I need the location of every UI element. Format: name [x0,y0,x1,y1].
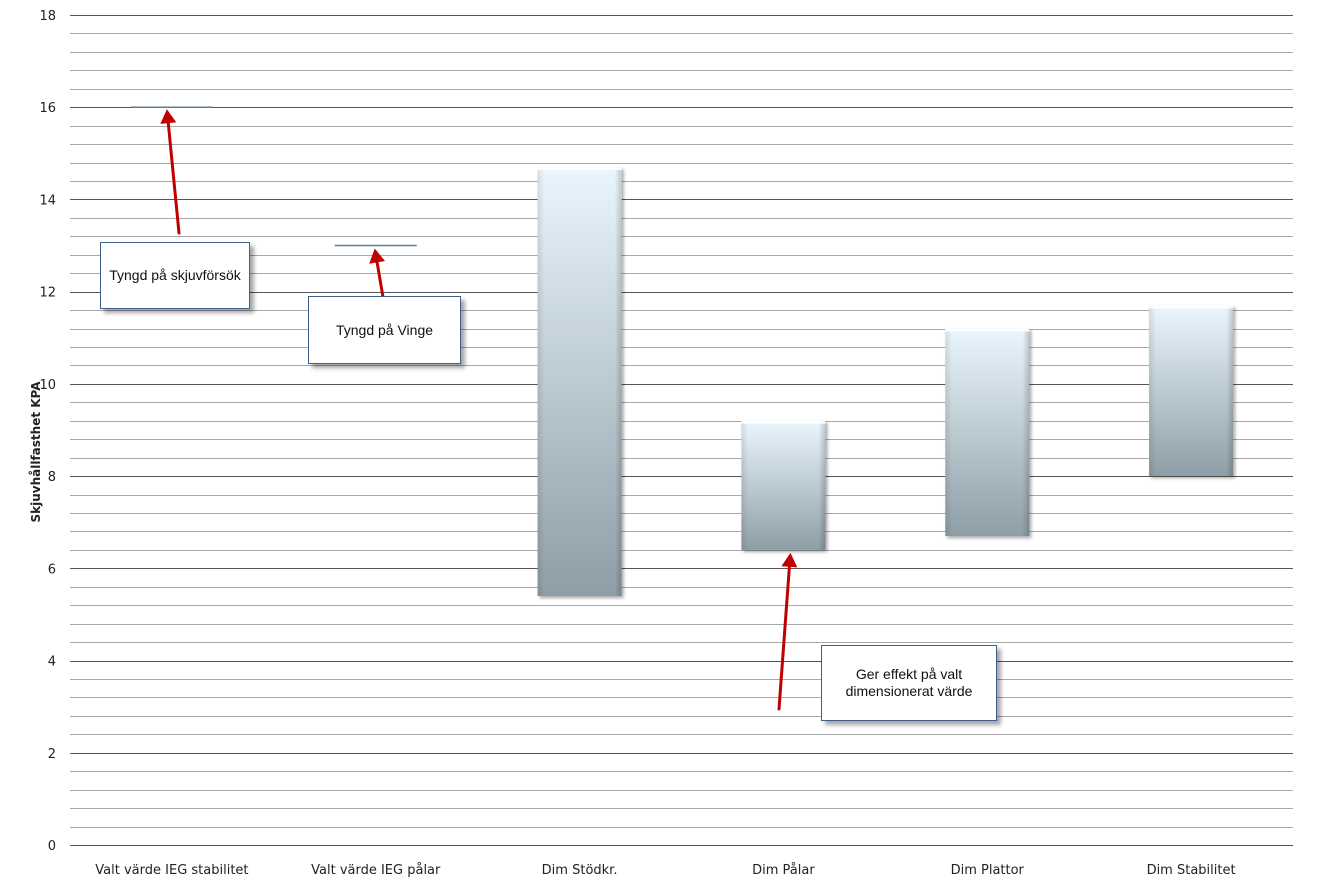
floating-bar [741,420,826,550]
x-category-label: Valt värde IEG pålar [311,863,441,878]
gridlines [70,15,1293,846]
y-tick-label: 0 [48,839,56,854]
annotation-arrow [160,109,181,235]
y-axis-label: Skjuvhållfasthet KPA [29,381,43,523]
callout-tyngd-skjuvforsok: Tyngd på skjuvförsök [100,242,250,309]
y-tick-label: 12 [39,286,56,301]
x-category-label: Dim Pålar [752,863,815,878]
callout-tyngd-vinge: Tyngd på Vinge [308,296,461,364]
floating-bar [1149,305,1234,477]
y-tick-label: 18 [39,9,56,24]
floating-bar [537,167,622,596]
x-axis-categories: Valt värde IEG stabilitet Valt värde IEG … [95,863,1235,878]
y-tick-label: 8 [48,470,56,485]
x-category-label: Valt värde IEG stabilitet [95,863,248,878]
y-tick-label: 2 [48,747,56,762]
callout-ger-effekt: Ger effekt på valt dimensionerat värde [821,645,997,721]
annotation-arrow [777,552,798,711]
x-category-label: Dim Stödkr. [542,863,618,878]
bars [130,106,1234,596]
y-axis-ticks: 0 2 4 6 8 10 12 14 16 18 [39,9,56,854]
y-tick-label: 6 [48,562,56,577]
y-tick-label: 14 [39,193,56,208]
x-category-label: Dim Stabilitet [1147,863,1236,878]
y-tick-label: 10 [39,378,56,393]
x-category-label: Dim Plattor [951,863,1025,878]
y-tick-label: 4 [48,655,56,670]
annotation-arrow [369,248,386,305]
y-tick-label: 16 [39,101,56,116]
floating-bar [945,328,1030,537]
